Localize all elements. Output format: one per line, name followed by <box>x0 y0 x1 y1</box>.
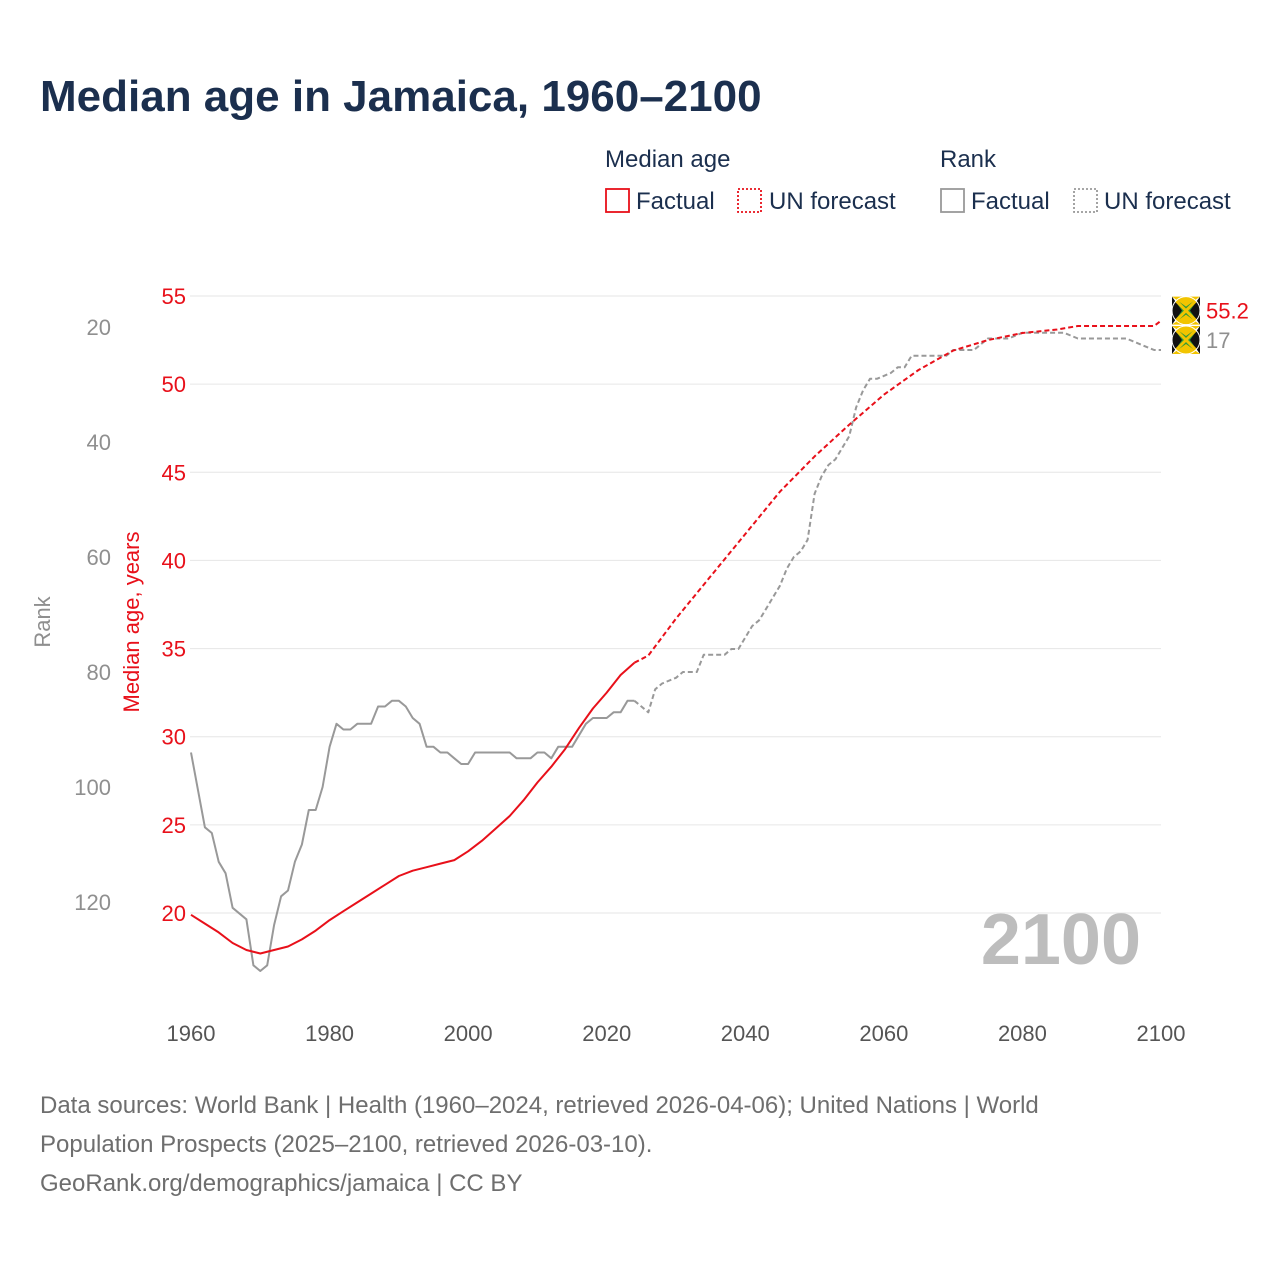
rank-tick-label: 40 <box>87 430 111 455</box>
age-factual-line <box>190 661 636 955</box>
age-tick-label: 25 <box>162 813 186 838</box>
age-tick-label: 45 <box>162 460 186 485</box>
rank-factual-line <box>190 699 635 972</box>
jamaica-flag-icon <box>1171 325 1201 355</box>
gridlines <box>190 295 1161 914</box>
x-tick-label: 1960 <box>167 1021 216 1046</box>
series-layer <box>190 319 1162 972</box>
rank-axis-title: Rank <box>30 595 55 647</box>
rank-tick-label: 60 <box>87 545 111 570</box>
age-tick-label: 35 <box>162 637 186 662</box>
rank-tick-label: 100 <box>74 775 111 800</box>
footer-line-1: Data sources: World Bank | Health (1960–… <box>40 1092 1039 1119</box>
x-tick-label: 2020 <box>582 1021 631 1046</box>
age-axis-title: Median age, years <box>119 532 144 713</box>
x-axis-ticks: 1960 1980 2000 2020 2040 2060 2080 2100 <box>167 1021 1186 1046</box>
footer-line-3: GeoRank.org/demographics/jamaica | CC BY <box>40 1170 523 1197</box>
end-markers: 55.2 17 <box>1171 296 1249 355</box>
footer-line-2: Population Prospects (2025–2100, retriev… <box>40 1131 653 1158</box>
legend-label-age-factual: Factual <box>636 188 715 215</box>
rank-tick-label: 20 <box>87 315 111 340</box>
legend-label-age-forecast: UN forecast <box>769 188 896 215</box>
chart-title: Median age in Jamaica, 1960–2100 <box>40 72 762 121</box>
legend-swatch-rank-factual <box>940 188 965 213</box>
x-tick-label: 2100 <box>1137 1021 1186 1046</box>
age-forecast-line <box>633 319 1162 664</box>
end-label-rank: 17 <box>1206 328 1230 353</box>
x-tick-label: 1980 <box>305 1021 354 1046</box>
rank-forecast-line <box>633 331 1161 714</box>
legend-swatch-age-factual <box>605 188 630 213</box>
rank-tick-label: 80 <box>87 660 111 685</box>
age-tick-label: 30 <box>162 725 186 750</box>
x-tick-label: 2040 <box>721 1021 770 1046</box>
year-watermark: 2100 <box>981 900 1141 980</box>
age-axis-ticks: 20 25 30 35 40 45 50 55 <box>162 284 186 926</box>
legend-label-rank-factual: Factual <box>971 188 1050 215</box>
x-tick-label: 2080 <box>998 1021 1047 1046</box>
legend-label-rank-forecast: UN forecast <box>1104 188 1231 215</box>
end-label-age: 55.2 <box>1206 299 1249 324</box>
rank-axis-ticks: 20 40 60 80 100 120 <box>74 315 111 915</box>
legend: Median age Rank Factual UN forecast Fact… <box>605 146 1231 215</box>
rank-tick-label: 120 <box>74 890 111 915</box>
age-tick-label: 55 <box>162 284 186 309</box>
legend-heading-median-age: Median age <box>605 146 730 173</box>
x-tick-label: 2060 <box>859 1021 908 1046</box>
age-tick-label: 50 <box>162 372 186 397</box>
data-sources-footer: Data sources: World Bank | Health (1960–… <box>40 1086 1240 1203</box>
age-tick-label: 40 <box>162 548 186 573</box>
jamaica-flag-icon <box>1171 296 1201 326</box>
age-tick-label: 20 <box>162 901 186 926</box>
x-tick-label: 2000 <box>444 1021 493 1046</box>
legend-heading-rank: Rank <box>940 146 997 173</box>
legend-swatch-rank-forecast <box>1073 188 1098 213</box>
legend-swatch-age-forecast <box>737 188 762 213</box>
